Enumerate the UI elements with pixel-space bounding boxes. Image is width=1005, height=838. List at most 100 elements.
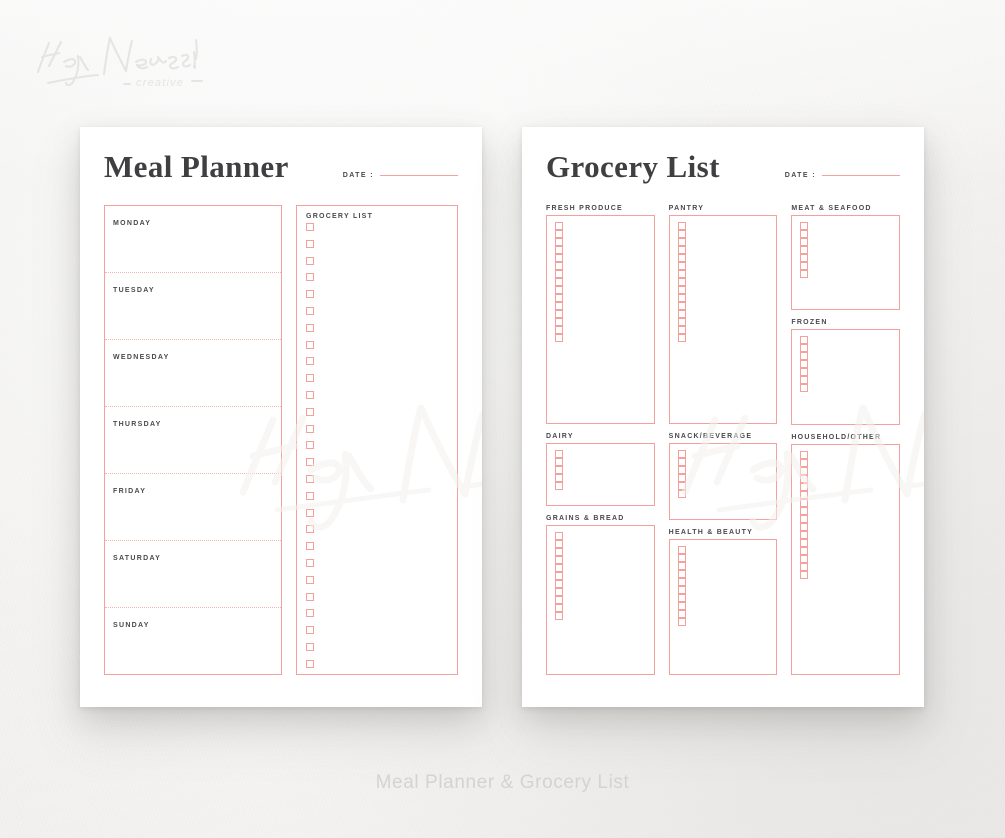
checkbox[interactable]	[800, 384, 809, 393]
checkbox[interactable]	[555, 587, 563, 596]
checkbox[interactable]	[800, 262, 809, 270]
checkbox[interactable]	[677, 230, 686, 238]
checkbox[interactable]	[555, 449, 563, 458]
checkbox[interactable]	[677, 254, 686, 262]
checkbox[interactable]	[306, 374, 314, 383]
checkbox[interactable]	[555, 238, 563, 246]
checkbox[interactable]	[677, 238, 686, 246]
checkbox[interactable]	[306, 474, 314, 483]
checkbox[interactable]	[800, 466, 809, 475]
checkbox[interactable]	[800, 498, 809, 507]
checkbox[interactable]	[306, 390, 314, 399]
checkbox[interactable]	[555, 254, 563, 262]
checkbox[interactable]	[800, 490, 809, 499]
checkbox[interactable]	[677, 326, 686, 334]
checkbox[interactable]	[306, 626, 314, 635]
checkbox[interactable]	[555, 270, 563, 278]
checkbox[interactable]	[306, 592, 314, 601]
checkbox[interactable]	[677, 594, 686, 603]
checkbox[interactable]	[555, 302, 563, 310]
checkbox[interactable]	[306, 525, 314, 534]
checkbox[interactable]	[800, 352, 809, 361]
checkbox[interactable]	[800, 450, 809, 459]
checkbox[interactable]	[555, 531, 563, 540]
checkbox[interactable]	[800, 506, 809, 515]
checkbox[interactable]	[677, 562, 686, 571]
checkbox[interactable]	[306, 290, 314, 299]
day-row-tuesday[interactable]: TUESDAY	[105, 273, 281, 340]
checkbox[interactable]	[555, 326, 563, 334]
date-input-rule[interactable]	[822, 175, 900, 176]
date-input-rule[interactable]	[380, 175, 458, 176]
checkbox[interactable]	[800, 246, 809, 254]
checkbox[interactable]	[555, 473, 563, 482]
checkbox[interactable]	[306, 642, 314, 651]
checkbox[interactable]	[555, 457, 563, 466]
checkbox[interactable]	[677, 570, 686, 579]
checkbox[interactable]	[306, 256, 314, 265]
checkbox[interactable]	[555, 611, 563, 620]
checkbox[interactable]	[306, 575, 314, 584]
checkbox[interactable]	[800, 570, 809, 579]
checkbox[interactable]	[677, 262, 686, 270]
checkbox[interactable]	[677, 457, 686, 466]
checkbox[interactable]	[677, 334, 686, 342]
day-row-wednesday[interactable]: WEDNESDAY	[105, 340, 281, 407]
checkbox[interactable]	[555, 222, 563, 230]
checkbox[interactable]	[677, 294, 686, 302]
checkbox[interactable]	[677, 546, 686, 555]
checkbox[interactable]	[677, 554, 686, 563]
checkbox[interactable]	[306, 542, 314, 551]
checkbox[interactable]	[306, 407, 314, 416]
checkbox[interactable]	[800, 514, 809, 523]
checkbox[interactable]	[677, 222, 686, 230]
checkbox[interactable]	[800, 336, 809, 345]
checkbox[interactable]	[677, 602, 686, 611]
checkbox[interactable]	[555, 571, 563, 580]
checkbox[interactable]	[555, 595, 563, 604]
checkbox[interactable]	[306, 659, 314, 668]
checkbox[interactable]	[555, 294, 563, 302]
checkbox[interactable]	[800, 530, 809, 539]
checkbox[interactable]	[800, 222, 809, 230]
checkbox[interactable]	[800, 482, 809, 491]
day-row-friday[interactable]: FRIDAY	[105, 474, 281, 541]
checkbox[interactable]	[677, 270, 686, 278]
checkbox[interactable]	[677, 310, 686, 318]
checkbox[interactable]	[677, 465, 686, 474]
checkbox[interactable]	[555, 555, 563, 564]
day-row-thursday[interactable]: THURSDAY	[105, 407, 281, 474]
day-row-sunday[interactable]: SUNDAY	[105, 608, 281, 674]
checkbox[interactable]	[800, 344, 809, 353]
checkbox[interactable]	[677, 618, 686, 627]
date-field-grocery-list[interactable]: DATE :	[785, 172, 900, 181]
checkbox[interactable]	[306, 491, 314, 500]
checkbox[interactable]	[306, 508, 314, 517]
checkbox[interactable]	[555, 286, 563, 294]
checkbox[interactable]	[677, 278, 686, 286]
checkbox[interactable]	[555, 334, 563, 342]
checkbox[interactable]	[306, 223, 314, 231]
checkbox[interactable]	[555, 262, 563, 270]
checkbox[interactable]	[800, 522, 809, 531]
checkbox[interactable]	[800, 360, 809, 369]
checkbox[interactable]	[306, 273, 314, 282]
checkbox[interactable]	[306, 357, 314, 366]
checkbox[interactable]	[306, 424, 314, 433]
checkbox[interactable]	[800, 538, 809, 547]
checkbox[interactable]	[677, 449, 686, 458]
checkbox[interactable]	[555, 318, 563, 326]
checkbox[interactable]	[677, 473, 686, 482]
checkbox[interactable]	[800, 562, 809, 571]
checkbox[interactable]	[800, 270, 809, 278]
checkbox[interactable]	[677, 318, 686, 326]
checkbox[interactable]	[555, 481, 563, 490]
checkbox[interactable]	[677, 246, 686, 254]
checkbox[interactable]	[306, 239, 314, 248]
checkbox[interactable]	[677, 286, 686, 294]
checkbox[interactable]	[555, 310, 563, 318]
date-field-meal-planner[interactable]: DATE :	[343, 172, 458, 181]
checkbox[interactable]	[677, 586, 686, 595]
checkbox[interactable]	[800, 230, 809, 238]
checkbox[interactable]	[306, 458, 314, 467]
